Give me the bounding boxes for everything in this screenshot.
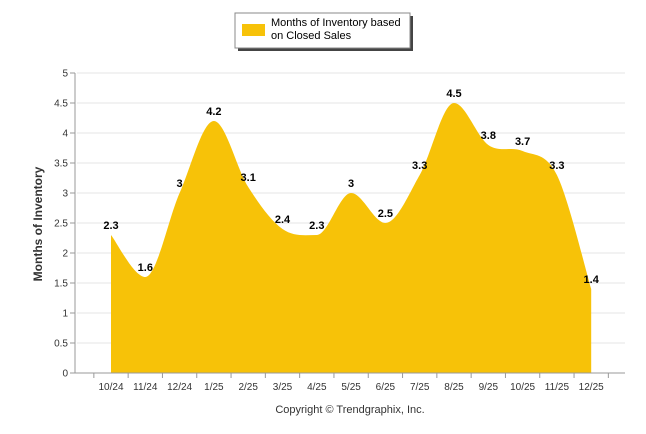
- x-tick-label: 12/25: [579, 382, 604, 393]
- x-tick-label: 9/25: [479, 382, 499, 393]
- area-series: [111, 103, 592, 373]
- y-tick-label: 1.5: [54, 279, 68, 290]
- y-axis-ticks: 0 0.5 1 1.5 2 2.5 3 3.5 4 4.5 5: [54, 69, 75, 380]
- data-label: 1.4: [584, 274, 600, 286]
- legend-label-line1: Months of Inventory based: [271, 17, 401, 29]
- data-labels: 2.3 1.6 3 4.2 3.1 2.4 2.3 3 2.5 3.3 4.5 3.8 3.7 3.3 1.…: [103, 88, 599, 286]
- legend-label-line2: on Closed Sales: [271, 30, 352, 42]
- legend-swatch: [242, 24, 265, 36]
- x-tick-label: 8/25: [444, 382, 464, 393]
- x-tick-label: 11/24: [133, 382, 158, 393]
- data-label: 3.8: [481, 130, 496, 142]
- data-label: 3.3: [412, 160, 427, 172]
- data-label: 3.1: [241, 172, 256, 184]
- data-label: 2.3: [103, 220, 118, 232]
- y-tick-label: 2: [62, 249, 68, 260]
- x-tick-label: 3/25: [273, 382, 293, 393]
- y-tick-label: 0: [62, 369, 68, 380]
- y-tick-label: 0.5: [54, 339, 68, 350]
- x-tick-label: 10/24: [98, 382, 123, 393]
- y-tick-label: 5: [62, 69, 68, 80]
- x-tick-label: 4/25: [307, 382, 327, 393]
- data-label: 3: [177, 178, 183, 190]
- y-tick-label: 1: [62, 309, 68, 320]
- y-tick-label: 4.5: [54, 99, 68, 110]
- legend[interactable]: Months of Inventory based on Closed Sale…: [234, 12, 413, 51]
- y-axis-title: Months of Inventory: [31, 166, 45, 281]
- data-label: 4.2: [206, 106, 221, 118]
- x-tick-label: 7/25: [410, 382, 430, 393]
- data-label: 2.4: [275, 214, 291, 226]
- data-label: 4.5: [446, 88, 461, 100]
- data-label: 3.7: [515, 136, 530, 148]
- x-tick-label: 10/25: [510, 382, 535, 393]
- y-tick-label: 2.5: [54, 219, 68, 230]
- x-tick-label: 1/25: [204, 382, 224, 393]
- data-label: 2.5: [378, 208, 393, 220]
- y-tick-label: 4: [62, 129, 68, 140]
- copyright-footer: Copyright © Trendgraphix, Inc.: [275, 404, 424, 416]
- data-label: 3: [348, 178, 354, 190]
- y-tick-label: 3: [62, 189, 68, 200]
- x-tick-label: 6/25: [376, 382, 396, 393]
- x-tick-label: 12/24: [167, 382, 192, 393]
- y-tick-label: 3.5: [54, 159, 68, 170]
- data-label: 2.3: [309, 220, 324, 232]
- data-label: 3.3: [549, 160, 564, 172]
- x-axis-ticks: 10/24 11/24 12/24 1/25 2/25 3/25 4/25 5/25 6/25 7…: [93, 373, 609, 393]
- data-label: 1.6: [138, 262, 153, 274]
- x-tick-label: 2/25: [238, 382, 258, 393]
- x-tick-label: 11/25: [545, 382, 570, 393]
- x-tick-label: 5/25: [341, 382, 361, 393]
